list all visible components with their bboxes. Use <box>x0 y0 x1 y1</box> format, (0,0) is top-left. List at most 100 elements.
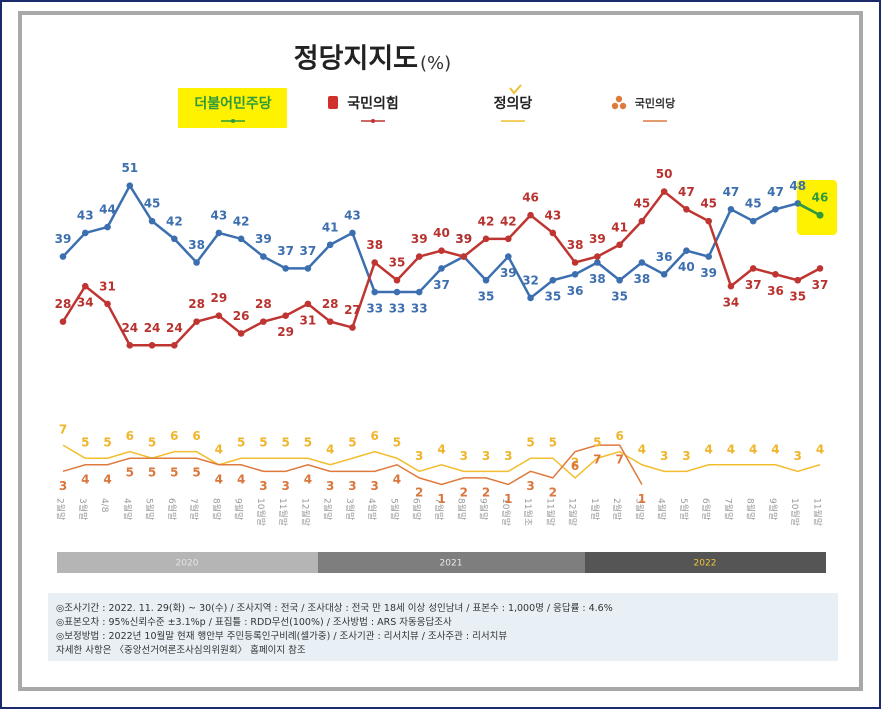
point <box>215 229 223 237</box>
data-label: 5 <box>393 436 401 450</box>
x-tick-label: 7월말 <box>188 498 200 520</box>
point <box>460 253 468 260</box>
point <box>772 271 779 278</box>
point <box>549 276 557 284</box>
x-tick-label: 2월말 <box>611 498 623 520</box>
data-label: 1 <box>437 492 445 506</box>
point <box>571 271 579 278</box>
data-label: 3 <box>348 479 356 493</box>
data-label: 27 <box>344 303 361 317</box>
note: 자세한 사항은 〈중앙선거여론조사심의위원회〉 홈페이지 참조 <box>56 644 306 656</box>
x-tick-label: 7월말 <box>722 498 734 520</box>
legend-label: 국민의힘 <box>347 95 399 112</box>
legend-label: 정의당 <box>494 95 533 112</box>
point <box>749 265 757 272</box>
data-label: 24 <box>121 321 138 335</box>
point <box>504 253 512 260</box>
point <box>571 259 579 266</box>
data-label: 43 <box>77 208 94 222</box>
data-label: 42 <box>166 214 183 228</box>
x-tick-label: 2월말 <box>55 498 67 520</box>
data-label: 3 <box>460 449 468 463</box>
data-label: 31 <box>300 313 317 327</box>
data-label: 38 <box>567 238 584 252</box>
point <box>282 312 289 320</box>
data-label: 40 <box>433 226 450 240</box>
x-tick-label: 3월말 <box>344 498 356 520</box>
point <box>683 205 690 213</box>
period-label: 2022 <box>694 559 717 569</box>
x-tick-label: 10월말 <box>500 498 512 526</box>
point <box>727 282 735 290</box>
data-label: 5 <box>148 466 156 480</box>
data-label: 4 <box>727 442 735 456</box>
series-line <box>62 444 643 486</box>
x-tick-label: 5월말 <box>678 498 690 520</box>
legend-dot <box>231 119 235 123</box>
data-label: 39 <box>55 232 72 246</box>
data-label: 38 <box>589 272 606 286</box>
point <box>148 341 156 349</box>
x-tick-label: 2월말 <box>322 498 334 520</box>
point <box>527 294 534 302</box>
point <box>171 235 178 243</box>
data-label: 39 <box>500 266 517 280</box>
data-label: 4 <box>215 472 223 486</box>
data-label: 2 <box>571 455 579 469</box>
data-label: 28 <box>255 297 272 311</box>
x-tick-label: 11월말 <box>544 498 556 526</box>
data-label: 45 <box>745 197 762 211</box>
data-label: 4 <box>816 442 824 456</box>
data-label: 6 <box>192 429 200 443</box>
point <box>504 235 512 243</box>
data-label: 5 <box>549 436 557 450</box>
x-tick-label: 3월말 <box>77 498 89 520</box>
point <box>549 229 557 237</box>
data-label: 3 <box>504 449 512 463</box>
data-label: 29 <box>277 325 294 339</box>
data-label: 3 <box>415 449 423 463</box>
data-label: 50 <box>656 167 673 181</box>
data-label: 41 <box>611 220 628 234</box>
data-label: 34 <box>77 296 94 310</box>
data-label: 35 <box>544 290 561 304</box>
data-label: 38 <box>634 272 651 286</box>
point <box>816 265 824 272</box>
data-label: 2 <box>460 485 468 499</box>
data-label: 3 <box>371 479 379 493</box>
x-tick-label: 5월말 <box>388 498 400 520</box>
note: ◎표본오차 : 95%신뢰수준 ±3.1%p / 표집틀 : RDD무선(100… <box>56 616 452 628</box>
point <box>371 259 379 266</box>
point <box>749 217 757 225</box>
data-label: 39 <box>455 232 472 246</box>
data-label: 34 <box>723 296 740 310</box>
legend-icon <box>619 102 627 110</box>
data-label: 37 <box>277 244 294 258</box>
point <box>349 324 356 331</box>
point <box>126 341 134 349</box>
data-label: 6 <box>126 429 134 443</box>
point <box>59 253 67 260</box>
data-label: 5 <box>526 436 534 450</box>
data-label: 45 <box>634 197 651 211</box>
data-label: 37 <box>812 278 829 292</box>
data-label: 5 <box>348 436 356 450</box>
point <box>527 211 534 219</box>
data-label: 45 <box>700 197 717 211</box>
data-label: 5 <box>148 436 156 450</box>
data-label: 2 <box>482 485 490 499</box>
legend-dot <box>371 119 375 123</box>
value-highlight <box>797 180 837 235</box>
point <box>304 265 312 272</box>
data-label: 2 <box>549 485 557 499</box>
point <box>81 282 89 290</box>
data-label: 39 <box>411 232 428 246</box>
point <box>59 318 67 325</box>
x-tick-label: 7월말 <box>433 498 445 520</box>
data-label: 4 <box>393 472 401 486</box>
data-label: 44 <box>99 203 116 217</box>
point <box>371 288 379 296</box>
point <box>415 288 423 296</box>
period-bar <box>585 552 826 573</box>
